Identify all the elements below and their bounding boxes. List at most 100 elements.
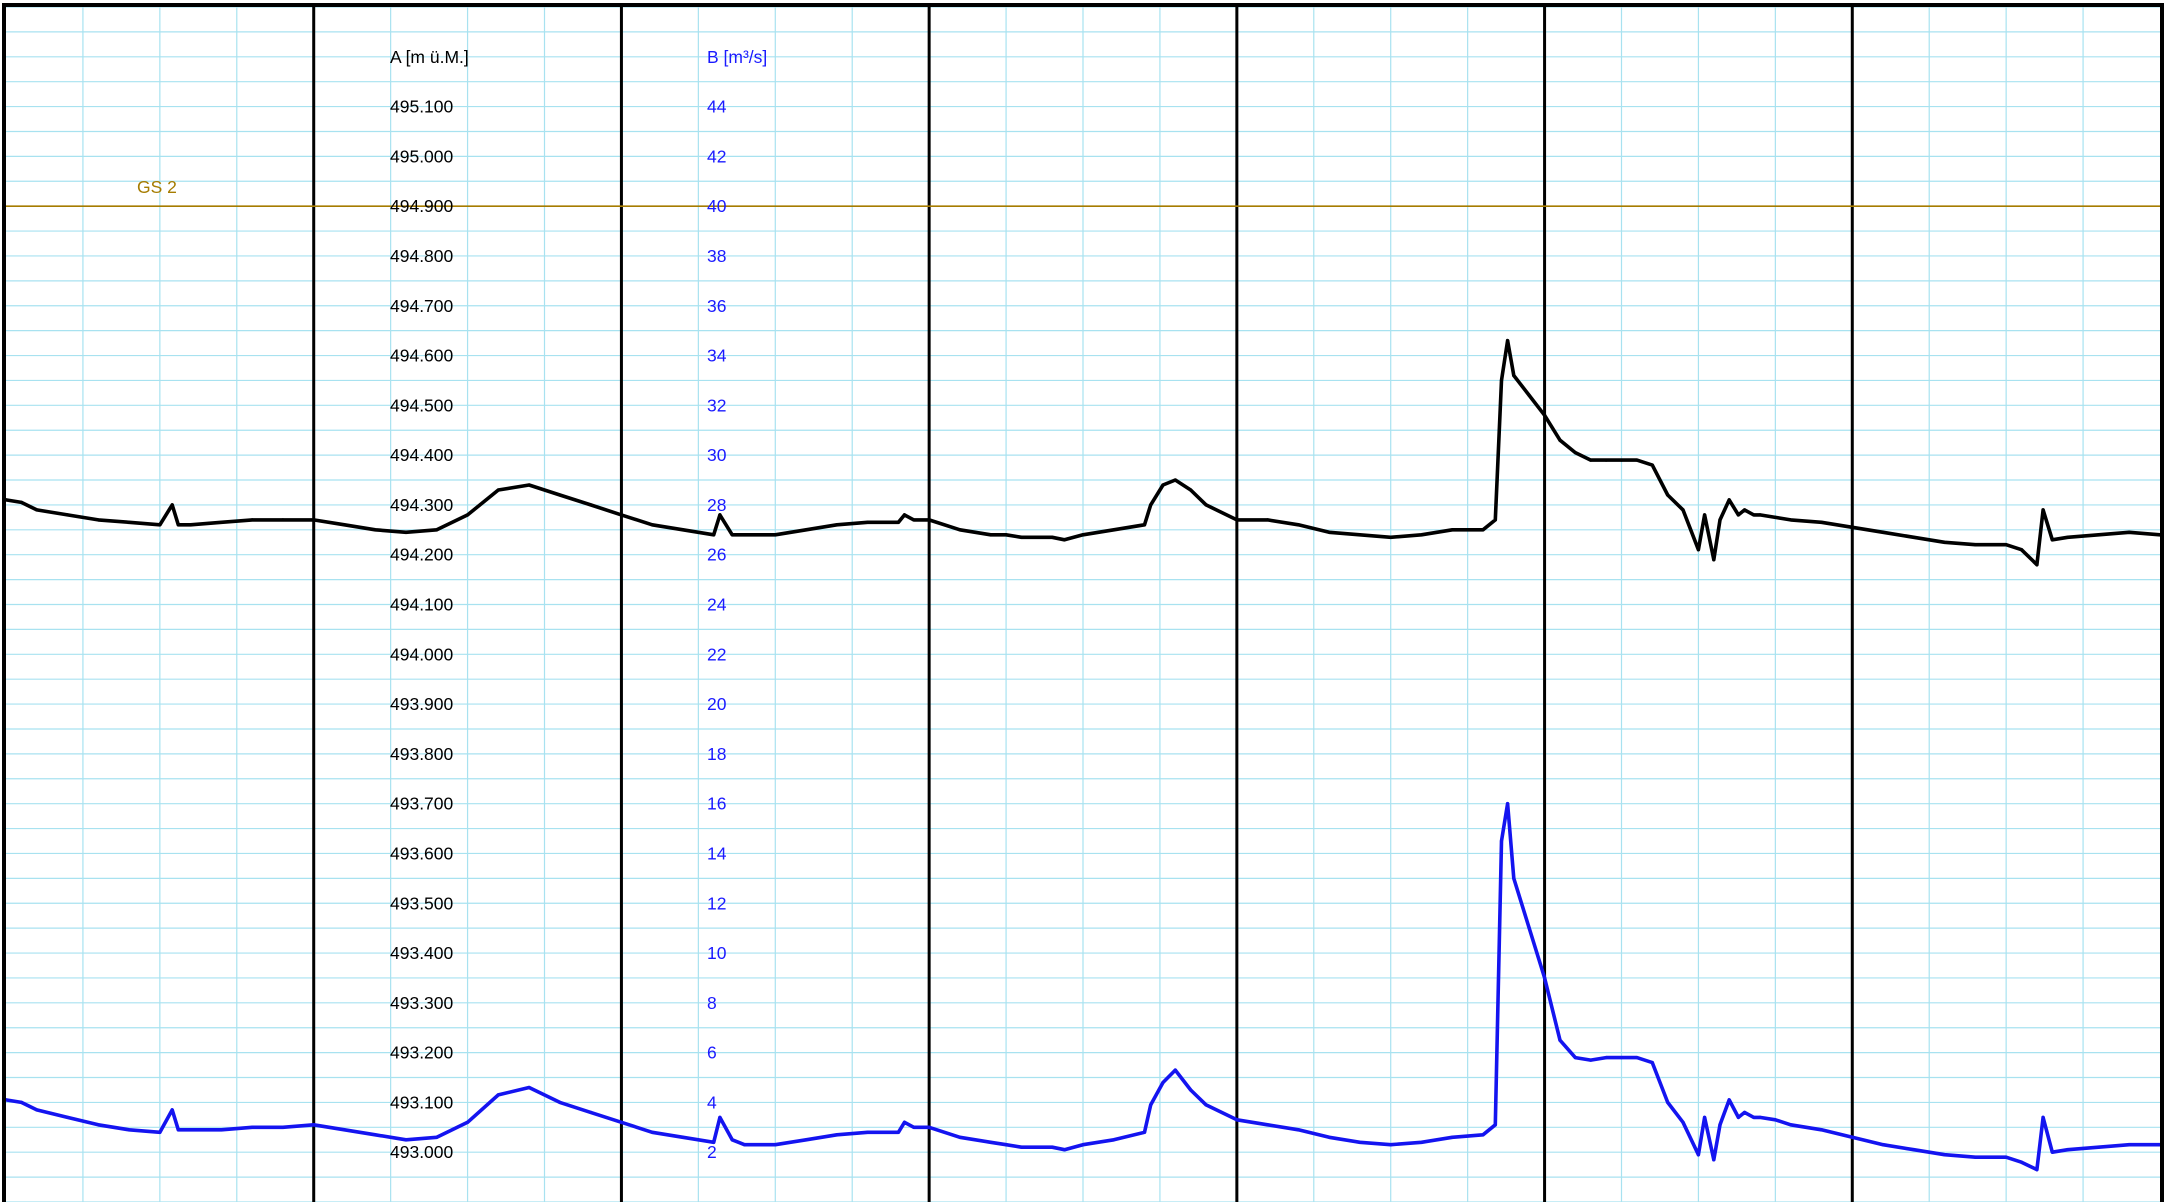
axis-a-tick-label: 494.500 xyxy=(390,395,454,415)
series-a-point xyxy=(902,513,907,517)
series-b-point xyxy=(1499,839,1504,843)
series-b-point xyxy=(1543,976,1547,980)
series-b-point xyxy=(650,1130,654,1134)
series-b-point xyxy=(1943,1153,1947,1157)
series-a-point xyxy=(1450,528,1454,532)
series-a-point xyxy=(912,518,916,522)
series-a-point xyxy=(35,508,39,512)
series-a-point xyxy=(773,533,777,537)
axis-a-tick-label: 493.000 xyxy=(390,1142,454,1162)
series-a-point xyxy=(1573,451,1577,455)
series-a-point xyxy=(19,500,23,504)
axis-a-tick-label: 494.000 xyxy=(390,644,454,664)
series-b-point xyxy=(176,1128,180,1132)
series-b-point xyxy=(1327,1135,1331,1139)
axis-a-ticks: 495.100 495.000 494.900 494.800 494.700 494.6… xyxy=(390,97,454,1163)
series-a-point xyxy=(1543,413,1547,417)
axis-b-tick-label: 44 xyxy=(707,97,727,117)
series-b-point xyxy=(902,1120,907,1124)
series-b-point xyxy=(19,1100,23,1104)
axis-a-tick-label: 494.400 xyxy=(390,445,454,465)
series-a-point xyxy=(373,528,377,532)
reference-line-group: GS 2 xyxy=(6,177,2160,207)
series-a-point xyxy=(989,533,993,537)
series-a-point xyxy=(2066,535,2070,539)
series-a-point xyxy=(1266,518,1270,522)
series-a-point xyxy=(1112,528,1116,532)
axis-a-tick-label: 494.600 xyxy=(390,346,454,366)
series-b-point xyxy=(1619,1056,1624,1060)
axis-b-tick-label: 6 xyxy=(707,1043,717,1063)
series-b-point xyxy=(1666,1100,1670,1104)
series-b-point xyxy=(912,1125,916,1129)
axis-a-tick-label: 494.100 xyxy=(390,595,454,615)
axis-b-tick-label: 32 xyxy=(707,395,726,415)
series-a-point xyxy=(1819,520,1824,524)
series-b-point xyxy=(1506,802,1510,806)
series-a-point xyxy=(496,488,500,492)
series-a-point xyxy=(1389,535,1393,539)
axis-a-tick-label: 493.900 xyxy=(390,694,454,714)
series-b-point xyxy=(958,1135,962,1139)
series-b-point xyxy=(1173,1068,1177,1072)
series-b-point xyxy=(466,1120,470,1124)
series-b-point xyxy=(2066,1148,2070,1152)
series-a-point xyxy=(1189,488,1193,492)
series-b-point xyxy=(927,1125,931,1129)
series-a-point xyxy=(1161,483,1165,487)
axis-b-tick-label: 42 xyxy=(707,146,726,166)
series-b-point xyxy=(1773,1118,1777,1122)
series-a-point xyxy=(2096,533,2101,537)
series-a-point xyxy=(96,518,100,522)
series-b-point xyxy=(1718,1123,1722,1127)
series-b-point xyxy=(681,1135,685,1139)
axis-a-label: A [m ü.M.] xyxy=(390,47,469,67)
series-a-point xyxy=(1703,513,1707,517)
series-b-point xyxy=(866,1130,870,1134)
series-a-point xyxy=(435,528,439,532)
series-b-point xyxy=(2041,1115,2045,1119)
series-a-point xyxy=(742,533,747,537)
series-b-point xyxy=(35,1108,39,1112)
series-a-point xyxy=(2004,543,2008,547)
series-b-point xyxy=(1204,1103,1208,1107)
series-a-point xyxy=(1736,513,1740,517)
series-a-point xyxy=(189,523,193,527)
series-a-point xyxy=(2035,563,2039,567)
axis-b-tick-label: 34 xyxy=(707,346,727,366)
series-b-point xyxy=(1189,1088,1193,1092)
axis-a-tick-label: 493.700 xyxy=(390,794,454,814)
series-a-point xyxy=(1619,458,1624,462)
series-b-point xyxy=(1493,1123,1497,1127)
series-b-point xyxy=(1450,1135,1454,1139)
axis-a-tick-label: 493.500 xyxy=(390,893,454,913)
series-a-point xyxy=(896,520,901,524)
series-b-point xyxy=(1752,1115,1756,1119)
axis-b-tick-label: 26 xyxy=(707,545,726,565)
series-b-point xyxy=(1527,926,1531,930)
series-a-point xyxy=(1743,508,1747,512)
series-b-point xyxy=(1703,1115,1707,1119)
series-b-point xyxy=(1881,1143,1885,1147)
series-a-point xyxy=(1004,533,1008,537)
series-a-point xyxy=(1850,525,1854,529)
series-b-point xyxy=(2096,1145,2101,1149)
series-a-point xyxy=(1758,513,1762,517)
axis-a-tick-label: 494.300 xyxy=(390,495,454,515)
series-b-point xyxy=(989,1140,993,1144)
axis-a-tick-label: 493.200 xyxy=(390,1043,454,1063)
axis-b-tick-label: 12 xyxy=(707,893,726,913)
minor-grid xyxy=(6,6,2160,1202)
series-a-point xyxy=(2050,538,2054,542)
series-a-point xyxy=(1696,548,1700,552)
axis-b-tick-label: 30 xyxy=(707,445,727,465)
series-b-point xyxy=(435,1135,439,1139)
series-b-point xyxy=(896,1130,901,1134)
axis-b-tick-label: 2 xyxy=(707,1142,717,1162)
series-b-point xyxy=(281,1125,285,1129)
series-b-point xyxy=(1235,1118,1239,1122)
series-a-point xyxy=(527,483,531,487)
series-a-point xyxy=(958,528,962,532)
series-a-point xyxy=(650,523,654,527)
series-b-point xyxy=(342,1128,347,1132)
